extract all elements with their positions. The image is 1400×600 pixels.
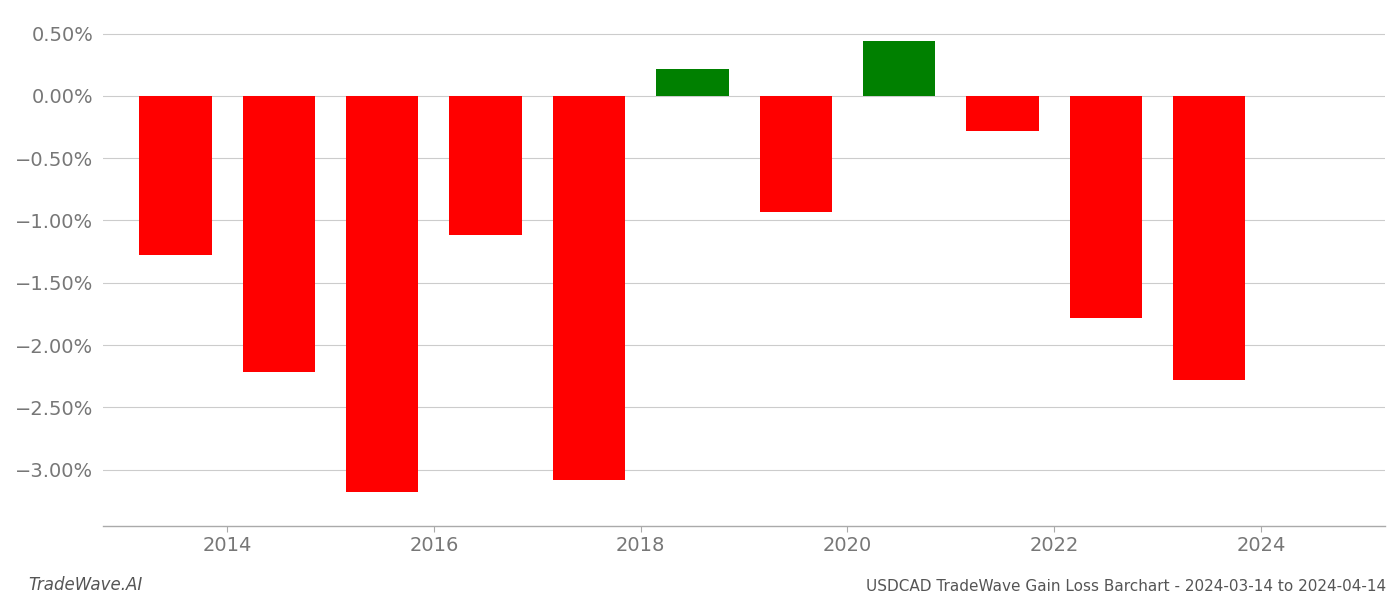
Bar bbox=[139, 96, 211, 256]
Bar bbox=[760, 96, 832, 212]
Bar bbox=[1173, 96, 1246, 380]
Bar bbox=[346, 96, 419, 492]
Bar bbox=[862, 41, 935, 96]
Text: TradeWave.AI: TradeWave.AI bbox=[28, 576, 143, 594]
Bar bbox=[242, 96, 315, 373]
Bar bbox=[966, 96, 1039, 131]
Bar bbox=[1070, 96, 1142, 317]
Bar bbox=[449, 96, 522, 235]
Bar bbox=[657, 68, 728, 96]
Bar bbox=[553, 96, 626, 479]
Text: USDCAD TradeWave Gain Loss Barchart - 2024-03-14 to 2024-04-14: USDCAD TradeWave Gain Loss Barchart - 20… bbox=[865, 579, 1386, 594]
